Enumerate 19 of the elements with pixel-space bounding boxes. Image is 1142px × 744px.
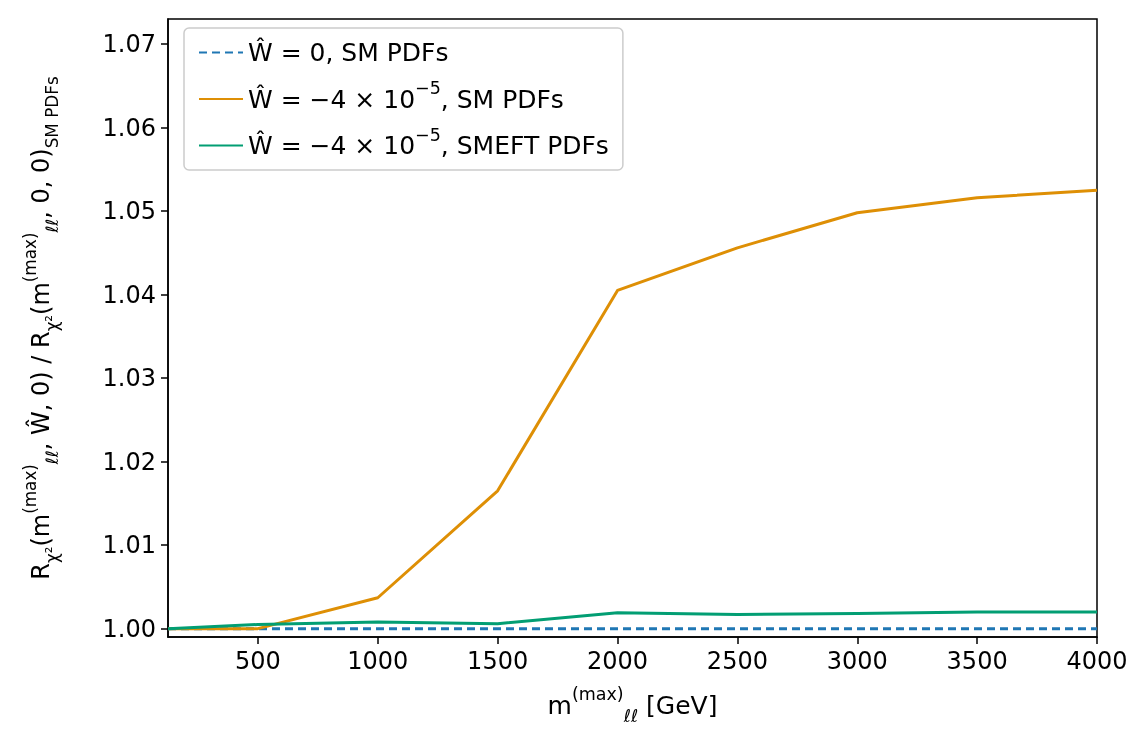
legend-label: Ŵ = 0, SM PDFs	[248, 37, 449, 67]
x-tick-label: 3500	[946, 647, 1008, 675]
y-tick-label: 1.02	[102, 447, 156, 476]
x-tick-label: 2000	[586, 647, 649, 675]
y-tick-label: 1.07	[102, 30, 156, 59]
y-tick-label: 1.01	[102, 531, 156, 560]
x-tick-label: 4000	[1066, 647, 1128, 675]
y-tick-label: 1.06	[102, 113, 156, 142]
y-tick-label: 1.03	[102, 364, 156, 393]
x-tick-label: 1500	[467, 647, 529, 675]
x-tick-label: 2500	[706, 647, 768, 675]
text: Rχ²(m(max)ℓℓ, Ŵ, 0) / Rχ²(m(max)ℓℓ, 0, 0)SM PDFs	[20, 76, 62, 580]
y-tick-label: 1.00	[102, 614, 156, 643]
y-tick-label: 1.05	[102, 197, 156, 226]
x-tick-label: 500	[235, 647, 281, 675]
y-tick-label: 1.04	[102, 280, 156, 309]
x-tick-label: 3000	[826, 647, 888, 675]
line-series	[166, 610, 1099, 631]
x-tick-label: 1000	[347, 647, 409, 675]
